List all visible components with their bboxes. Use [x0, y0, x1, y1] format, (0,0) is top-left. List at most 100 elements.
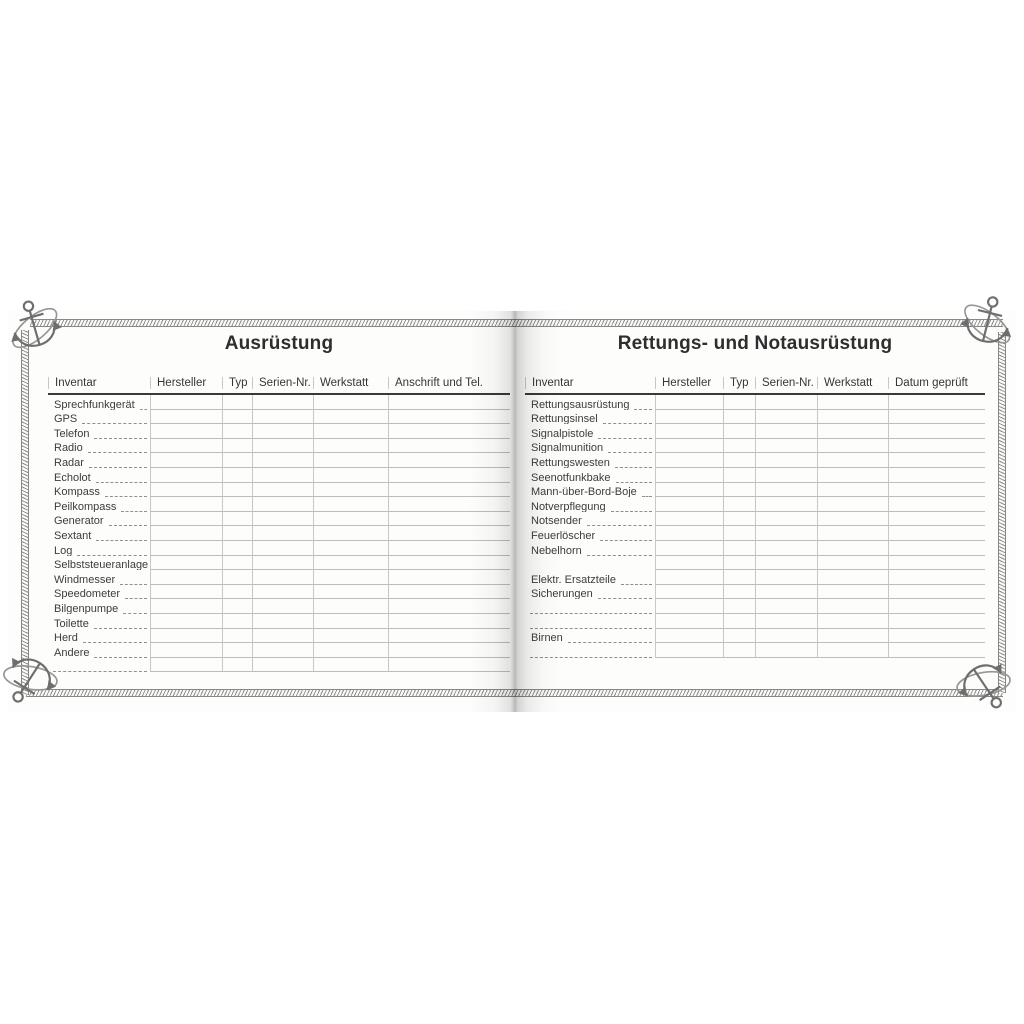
rope-border-right [998, 332, 1006, 693]
typ-cell [723, 599, 755, 614]
table-row: Notsender [525, 511, 985, 527]
inventory-label: Selbststeueranlage [54, 559, 149, 571]
table-row: Speedometer [48, 584, 510, 600]
dashed-fill-line [567, 641, 652, 644]
anschrift-cell [388, 453, 510, 468]
datum-geprueft-cell [888, 395, 985, 410]
dashed-fill-line [586, 554, 652, 556]
dashed-fill-line [615, 481, 652, 483]
hersteller-cell [655, 497, 723, 512]
inventory-label-cell: Nebelhorn [525, 541, 655, 556]
table-row: Sextant [48, 526, 510, 541]
typ-cell [723, 570, 755, 585]
inventory-label: Rettungsausrüstung [531, 398, 630, 410]
hersteller-cell [150, 409, 222, 425]
table-row: Generator [48, 511, 510, 527]
serien-nr-cell [252, 540, 313, 556]
inventory-label-cell: Elektr. Ersatzteile [525, 570, 655, 585]
table-row: Echolot [48, 467, 510, 483]
serien-nr-cell [755, 467, 817, 483]
serien-nr-cell [755, 497, 817, 512]
hersteller-cell [150, 657, 222, 673]
table-row: Seenotfunkbake [525, 467, 985, 483]
inventory-label-cell: Notverpflegung [525, 497, 655, 512]
typ-cell [222, 438, 252, 454]
table-row [525, 613, 985, 629]
dashed-fill-line [121, 510, 147, 512]
serien-nr-cell [252, 584, 313, 600]
dashed-fill-line [123, 612, 147, 614]
hersteller-cell [150, 555, 222, 571]
column-header: Hersteller [150, 377, 222, 389]
dashed-fill-line [96, 539, 147, 541]
werkstatt-cell [313, 424, 388, 439]
column-header: Serien-Nr. [755, 377, 817, 389]
datum-geprueft-cell [888, 482, 985, 498]
werkstatt-cell [313, 497, 388, 512]
werkstatt-cell [817, 540, 888, 556]
inventory-label: Generator [54, 515, 104, 527]
inventory-label: Rettungswesten [531, 456, 610, 468]
hersteller-cell [655, 584, 723, 600]
table-row: Nebelhorn [525, 540, 985, 556]
table-row: Kompass [48, 482, 510, 498]
inventory-label: Andere [54, 646, 90, 658]
typ-cell [723, 511, 755, 527]
inventory-label-cell: Rettungswesten [525, 453, 655, 468]
werkstatt-cell [313, 657, 388, 673]
werkstatt-cell [817, 424, 888, 439]
datum-geprueft-cell [888, 438, 985, 454]
hersteller-cell [150, 584, 222, 600]
dashed-fill-line [602, 422, 652, 425]
inventory-label: Log [54, 544, 73, 556]
hersteller-cell [655, 613, 723, 629]
serien-nr-cell [252, 467, 313, 483]
inventory-label-cell: Windmesser [48, 570, 150, 585]
werkstatt-cell [817, 438, 888, 454]
inventory-label-cell [48, 658, 150, 673]
serien-nr-cell [755, 395, 817, 410]
hersteller-cell [655, 555, 723, 571]
anchor-icon [0, 288, 76, 370]
hersteller-cell [655, 409, 723, 425]
werkstatt-cell [313, 599, 388, 614]
inventory-label: Sextant [54, 529, 92, 541]
serien-nr-cell [755, 613, 817, 629]
inventory-label: Sicherungen [531, 588, 593, 600]
serien-nr-cell [755, 511, 817, 527]
table-row: Peilkompass [48, 497, 510, 512]
dashed-fill-line [120, 583, 147, 585]
inventory-label-cell: Radio [48, 439, 150, 454]
typ-cell [222, 453, 252, 468]
inventory-label: Seenotfunkbake [531, 471, 611, 483]
hersteller-cell [150, 482, 222, 498]
dashed-fill-line [82, 641, 147, 644]
anschrift-cell [388, 570, 510, 585]
datum-geprueft-cell [888, 409, 985, 425]
anschrift-cell [388, 438, 510, 454]
anschrift-cell [388, 424, 510, 439]
werkstatt-cell [313, 570, 388, 585]
table-row: Radar [48, 453, 510, 468]
hersteller-cell [150, 438, 222, 454]
rescue-equipment-table: Rettungsausrüstung Rettungsinsel [525, 395, 985, 658]
datum-geprueft-cell [888, 599, 985, 614]
inventory-label-cell: Generator [48, 512, 150, 527]
inventory-label-cell: Rettungsausrüstung [525, 395, 655, 410]
table-row: Mann-über-Bord-Boje [525, 482, 985, 498]
table-row [525, 643, 985, 658]
serien-nr-cell [252, 395, 313, 410]
inventory-label: Kompass [54, 486, 100, 498]
inventory-label: Mann-über-Bord-Boje [531, 486, 637, 498]
inventory-label-cell: Signalpistole [525, 424, 655, 439]
dashed-fill-line [608, 451, 652, 454]
anschrift-cell [388, 526, 510, 541]
serien-nr-cell [252, 657, 313, 673]
inventory-label-cell: Mann-über-Bord-Boje [525, 483, 655, 498]
table-row: Bilgenpumpe [48, 599, 510, 614]
table-row: Rettungsinsel [525, 409, 985, 425]
rope-border-bottom [26, 689, 1003, 697]
page-ausruestung: Ausrüstung Inventar Hersteller Typ Serie… [48, 333, 510, 673]
datum-geprueft-cell [888, 467, 985, 483]
werkstatt-cell [313, 613, 388, 629]
